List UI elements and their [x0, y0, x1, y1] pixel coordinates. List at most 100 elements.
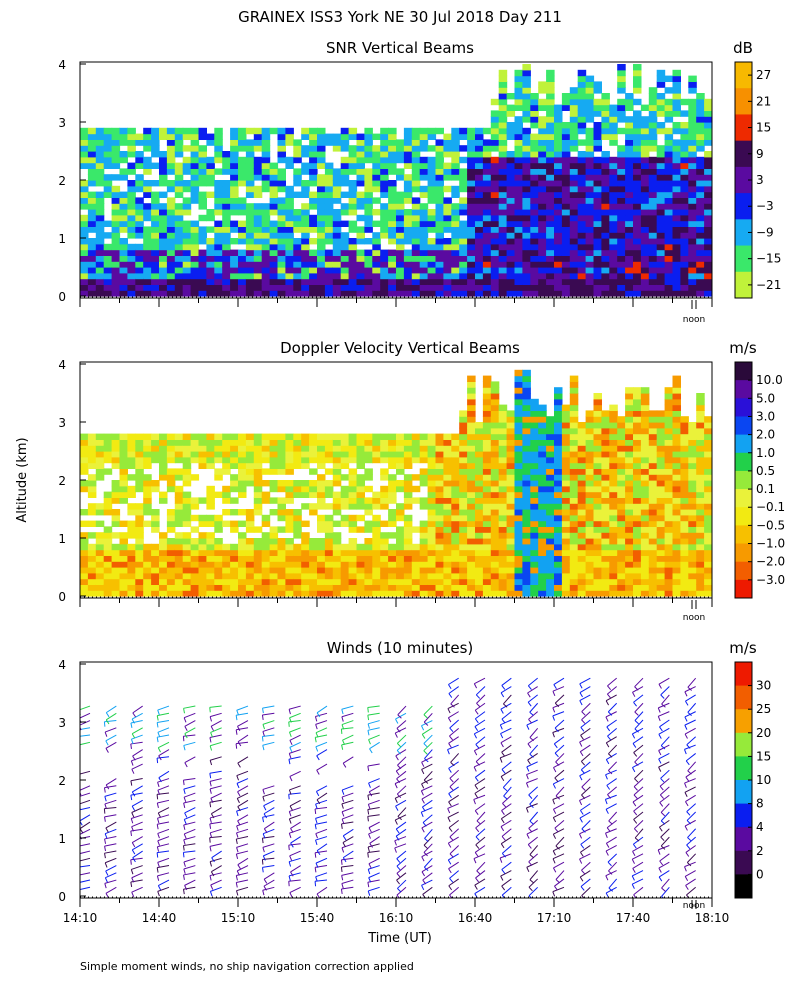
winds-y-axis: 0 1 2 3 4: [58, 658, 86, 904]
colorbar-label: 20: [756, 726, 771, 740]
doppler-panel-title: Doppler Velocity Vertical Beams: [280, 339, 520, 357]
footnote: Simple moment winds, no ship navigation …: [80, 960, 414, 973]
doppler-noon-label: noon: [683, 613, 705, 623]
colorbar-swatch: [735, 507, 752, 526]
colorbar-label: 25: [756, 702, 771, 716]
colorbar-swatch: [735, 140, 752, 168]
colorbar-label: 21: [756, 94, 771, 108]
colorbar-swatch: [735, 166, 752, 194]
colorbar-swatch: [735, 219, 752, 247]
colorbar-label: 10.0: [756, 373, 783, 387]
colorbar-swatch: [735, 662, 752, 687]
y-tick-label: 0: [58, 290, 66, 304]
colorbar-label: 27: [756, 68, 771, 82]
doppler-x-axis: [79, 596, 713, 609]
colorbar-swatch: [735, 827, 752, 852]
page-title: GRAINEX ISS3 York NE 30 Jul 2018 Day 211: [238, 8, 562, 26]
colorbar-label: −3: [756, 199, 774, 213]
colorbar-label: 30: [756, 679, 771, 693]
winds-barbs: [80, 677, 697, 898]
winds-x-axis: 14:10 14:40 15:10 15:40 16:10 16:40 17:10 17:40…: [63, 896, 730, 925]
y-tick-label: 4: [58, 58, 66, 72]
x-tick-label: 17:40: [616, 911, 651, 925]
colorbar-label: −0.5: [756, 518, 785, 532]
snr-heatmap: [80, 64, 712, 297]
x-tick-label: 15:40: [300, 911, 335, 925]
colorbar-label: 15: [756, 749, 771, 763]
colorbar-label: −2.0: [756, 555, 785, 569]
x-tick-label: 17:10: [537, 911, 572, 925]
snr-colorbar-unit: dB: [733, 39, 753, 57]
y-tick-label: 0: [58, 890, 66, 904]
colorbar-label: −0.1: [756, 500, 785, 514]
colorbar-swatch: [735, 452, 752, 472]
colorbar-swatch: [735, 489, 752, 508]
snr-noon-label: noon: [683, 315, 705, 325]
winds-plot-frame: [79, 661, 713, 899]
colorbar-label: 0.5: [756, 464, 775, 478]
colorbar-swatch: [735, 193, 752, 220]
colorbar-swatch: [735, 756, 752, 781]
snr-panel-title: SNR Vertical Beams: [326, 39, 474, 57]
y-axis-label: Altitude (km): [15, 437, 30, 522]
colorbar-label: 3.0: [756, 409, 775, 423]
colorbar-swatch: [735, 685, 752, 710]
colorbar-swatch: [735, 850, 752, 875]
x-tick-label: 15:10: [221, 911, 256, 925]
colorbar-label: 10: [756, 773, 771, 787]
y-tick-label: 3: [58, 416, 66, 430]
colorbar-label: 15: [756, 121, 771, 135]
x-axis-label: Time (UT): [367, 931, 432, 946]
colorbar-swatch: [735, 709, 752, 734]
colorbar-frame: [734, 361, 753, 599]
doppler-heatmap: [80, 369, 712, 597]
colorbar-label: −15: [756, 252, 781, 266]
snr-y-axis: 0 1 2 3 4: [58, 58, 86, 304]
y-tick-label: 3: [58, 116, 66, 130]
x-tick-label: 18:10: [695, 911, 730, 925]
colorbar-label: 1.0: [756, 446, 775, 460]
y-tick-label: 4: [58, 658, 66, 672]
y-tick-label: 4: [58, 358, 66, 372]
doppler-y-axis: 0 1 2 3 4: [58, 358, 86, 604]
x-tick-label: 16:10: [379, 911, 414, 925]
y-tick-label: 2: [58, 774, 66, 788]
snr-colorbar: 27 21 15 9 3 −3 −9 −15 −21: [734, 61, 781, 299]
colorbar-swatch: [735, 62, 752, 89]
colorbar-swatch: [735, 780, 752, 805]
doppler-colorbar-unit: m/s: [729, 339, 757, 357]
colorbar-label: 4: [756, 820, 764, 834]
colorbar-label: −9: [756, 225, 774, 239]
colorbar-swatch: [735, 362, 752, 381]
colorbar-label: 8: [756, 797, 764, 811]
y-tick-label: 1: [58, 532, 66, 546]
y-tick-label: 0: [58, 590, 66, 604]
winds-noon-label: noon: [683, 901, 705, 911]
x-tick-label: 16:40: [458, 911, 493, 925]
colorbar-swatch: [735, 470, 752, 490]
y-tick-label: 3: [58, 716, 66, 730]
colorbar-swatch: [735, 380, 752, 399]
colorbar-label: 0.1: [756, 482, 775, 496]
colorbar-swatch: [735, 434, 752, 454]
winds-panel-title: Winds (10 minutes): [327, 639, 474, 657]
snr-x-axis: [79, 296, 713, 309]
x-tick-label: 14:40: [142, 911, 177, 925]
colorbar-label: 2.0: [756, 428, 775, 442]
colorbar-swatch: [735, 398, 752, 417]
colorbar-label: −3.0: [756, 573, 785, 587]
colorbar-swatch: [735, 525, 752, 545]
colorbar-label: 5.0: [756, 391, 775, 405]
colorbar-label: 2: [756, 844, 764, 858]
colorbar-swatch: [735, 416, 752, 436]
colorbar-swatch: [735, 88, 752, 115]
colorbar-swatch: [735, 114, 752, 142]
y-tick-label: 1: [58, 832, 66, 846]
colorbar-swatch: [735, 874, 752, 899]
colorbar-swatch: [735, 579, 752, 599]
colorbar-swatch: [735, 803, 752, 828]
colorbar-label: −1.0: [756, 537, 785, 551]
colorbar-label: 0: [756, 867, 764, 881]
y-tick-label: 1: [58, 232, 66, 246]
